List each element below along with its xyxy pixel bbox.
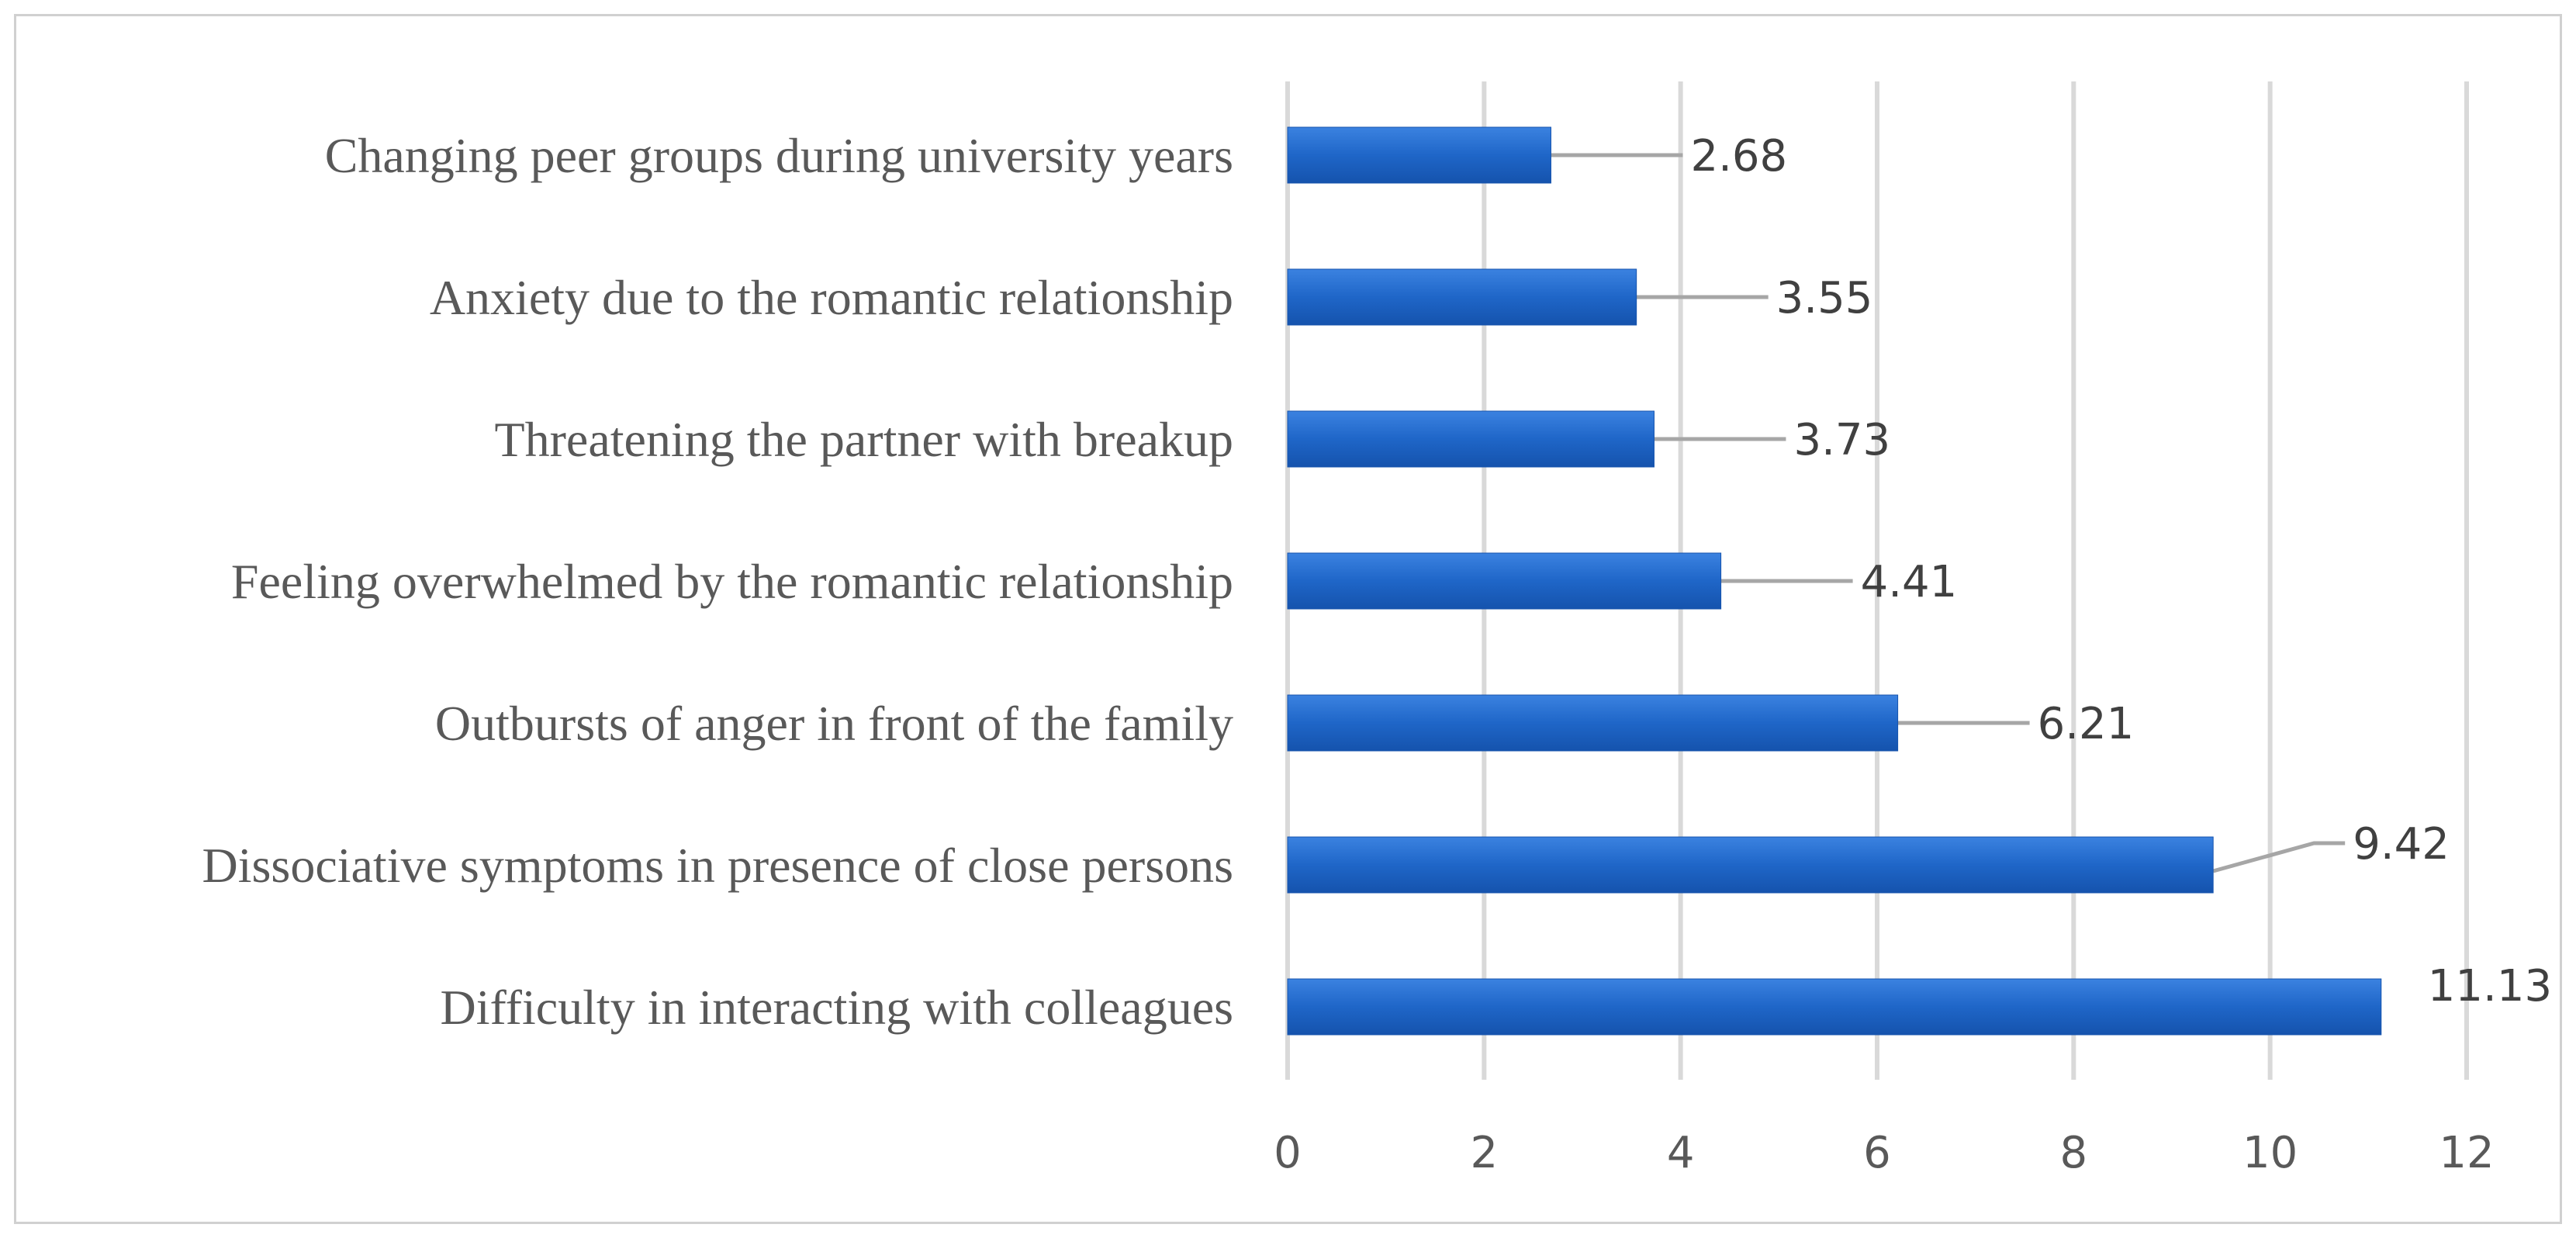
bar bbox=[1287, 410, 1655, 468]
x-tick-label: 8 bbox=[2060, 1128, 2088, 1178]
data-label: 4.41 bbox=[1861, 557, 1958, 607]
data-label: 6.21 bbox=[2038, 699, 2135, 749]
gridlines bbox=[1285, 81, 2469, 1080]
bar bbox=[1287, 694, 1899, 752]
category-label: Threatening the partner with breakup bbox=[495, 412, 1234, 467]
bar bbox=[1287, 978, 2382, 1036]
category-label: Feeling overwhelmed by the romantic rela… bbox=[231, 554, 1233, 609]
x-tick-label: 10 bbox=[2242, 1128, 2298, 1178]
leader-line bbox=[2212, 841, 2346, 873]
x-tick-label: 2 bbox=[1471, 1128, 1499, 1178]
bar bbox=[1287, 552, 1722, 610]
category-label: Dissociative symptoms in presence of clo… bbox=[202, 838, 1234, 893]
bar bbox=[1287, 268, 1637, 326]
leader-lines bbox=[1551, 153, 2346, 873]
x-tick-label: 6 bbox=[1863, 1128, 1891, 1178]
data-labels: 2.68 3.55 3.73 4.41 6.21 9.42 11.13 bbox=[1690, 131, 2552, 1011]
data-label: 2.68 bbox=[1690, 131, 1787, 182]
category-label: Changing peer groups during university y… bbox=[325, 128, 1233, 183]
x-tick-label: 12 bbox=[2439, 1128, 2494, 1178]
category-label: Anxiety due to the romantic relationship bbox=[430, 270, 1233, 325]
category-label: Difficulty in interacting with colleague… bbox=[440, 980, 1233, 1035]
data-label: 3.73 bbox=[1793, 415, 1890, 465]
x-axis-tick-labels: 0 2 4 6 8 10 12 bbox=[1274, 1128, 2494, 1178]
data-label: 9.42 bbox=[2353, 819, 2450, 870]
x-tick-label: 4 bbox=[1667, 1128, 1695, 1178]
bar bbox=[1287, 836, 2214, 894]
bar bbox=[1287, 126, 1551, 184]
category-labels: Changing peer groups during university y… bbox=[202, 128, 1234, 1035]
x-tick-label: 0 bbox=[1274, 1128, 1302, 1178]
data-label: 3.55 bbox=[1776, 273, 1873, 323]
data-label: 11.13 bbox=[2428, 961, 2552, 1011]
bars bbox=[1287, 126, 2382, 1036]
category-label: Outbursts of anger in front of the famil… bbox=[435, 696, 1233, 751]
